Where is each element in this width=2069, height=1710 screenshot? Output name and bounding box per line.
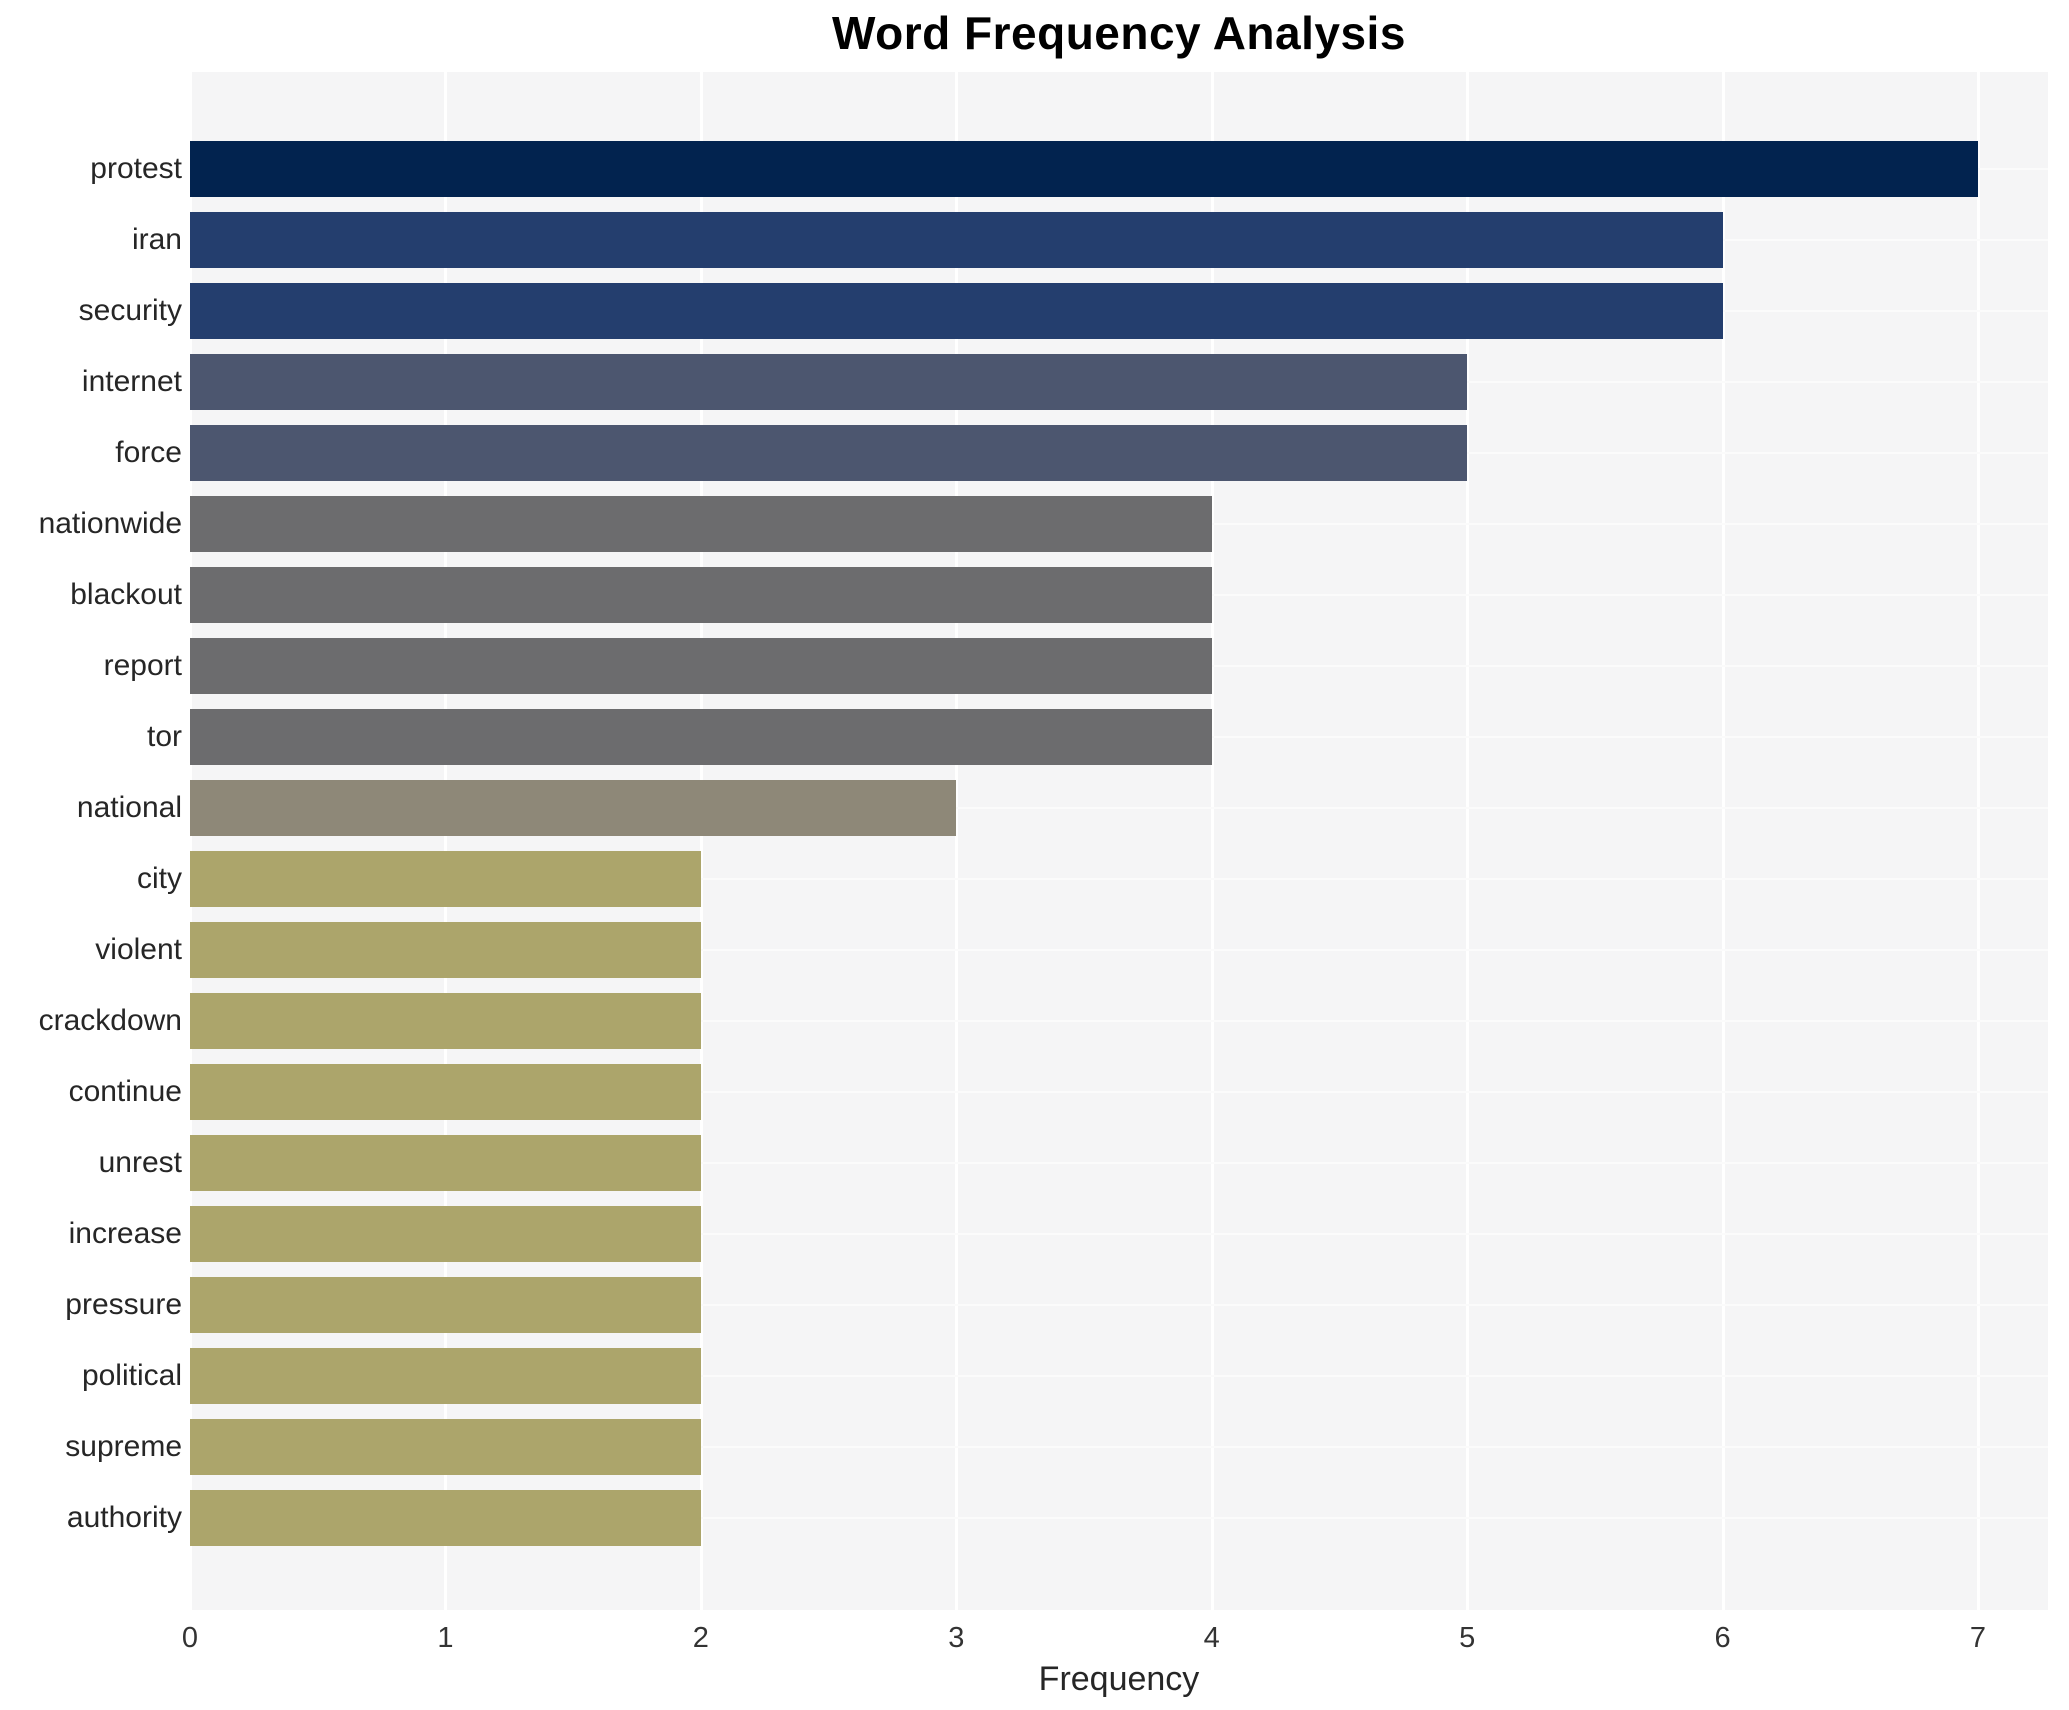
h-gridline	[190, 807, 2048, 809]
bar-force	[190, 425, 1468, 481]
h-gridline	[190, 1162, 2048, 1164]
v-gridline	[1977, 72, 1980, 1610]
category-label-iran: iran	[131, 223, 182, 256]
h-gridline	[190, 1375, 2048, 1377]
h-gridline	[190, 949, 2048, 951]
category-label-force: force	[115, 436, 182, 469]
bar-iran	[190, 212, 1723, 268]
bar-nationwide	[190, 496, 1212, 552]
bar-security	[190, 283, 1723, 339]
bar-continue	[190, 1064, 701, 1120]
bar-political	[190, 1348, 701, 1404]
category-label-national: national	[76, 791, 182, 824]
category-label-increase: increase	[68, 1217, 182, 1250]
h-gridline	[190, 1517, 2048, 1519]
x-tick-label-7: 7	[1969, 1622, 1987, 1654]
bar-authority	[190, 1490, 701, 1546]
category-label-city: city	[137, 862, 182, 895]
v-gridline	[1721, 72, 1725, 1610]
x-tick-label-6: 6	[1714, 1622, 1731, 1654]
bar-increase	[190, 1206, 701, 1262]
bar-unrest	[190, 1135, 701, 1191]
x-tick-label-0: 0	[181, 1622, 199, 1654]
x-tick-label-3: 3	[948, 1622, 965, 1654]
h-gridline	[190, 1304, 2048, 1306]
category-label-protest: protest	[90, 152, 182, 185]
bar-tor	[190, 709, 1212, 765]
v-gridline	[1210, 72, 1214, 1610]
bar-internet	[190, 354, 1468, 410]
v-gridline	[189, 72, 192, 1610]
category-label-authority: authority	[66, 1501, 182, 1534]
category-label-internet: internet	[81, 365, 182, 398]
x-tick-label-5: 5	[1459, 1622, 1476, 1654]
h-gridline	[190, 1020, 2048, 1022]
v-gridline	[1466, 72, 1470, 1610]
category-label-supreme: supreme	[65, 1430, 182, 1463]
h-gridline	[190, 1091, 2048, 1093]
h-gridline	[190, 1233, 2048, 1235]
category-label-crackdown: crackdown	[38, 1004, 182, 1037]
bar-violent	[190, 922, 701, 978]
category-label-nationwide: nationwide	[38, 507, 182, 540]
x-tick-label-1: 1	[437, 1622, 454, 1654]
bar-supreme	[190, 1419, 701, 1475]
chart-title: Word Frequency Analysis	[832, 7, 1406, 59]
category-label-report: report	[103, 649, 182, 682]
bar-report	[190, 638, 1212, 694]
category-label-pressure: pressure	[65, 1288, 182, 1321]
v-gridline	[444, 72, 448, 1610]
category-label-political: political	[81, 1359, 182, 1392]
bar-pressure	[190, 1277, 701, 1333]
bar-blackout	[190, 567, 1212, 623]
x-tick-label-2: 2	[692, 1622, 709, 1654]
bar-city	[190, 851, 701, 907]
v-gridline	[699, 72, 703, 1610]
bar-national	[190, 780, 957, 836]
bar-protest	[190, 141, 1978, 197]
v-gridline	[955, 72, 959, 1610]
category-label-tor: tor	[146, 720, 182, 753]
category-label-security: security	[78, 294, 182, 327]
category-label-violent: violent	[95, 933, 182, 966]
category-label-unrest: unrest	[98, 1146, 182, 1179]
h-gridline	[190, 878, 2048, 880]
bar-crackdown	[190, 993, 701, 1049]
plot-area	[189, 72, 2048, 1610]
x-tick-label-4: 4	[1203, 1622, 1220, 1654]
category-label-continue: continue	[68, 1075, 182, 1108]
h-gridline	[190, 1446, 2048, 1448]
x-axis-label: Frequency	[1038, 1660, 1200, 1698]
category-label-blackout: blackout	[70, 578, 182, 611]
